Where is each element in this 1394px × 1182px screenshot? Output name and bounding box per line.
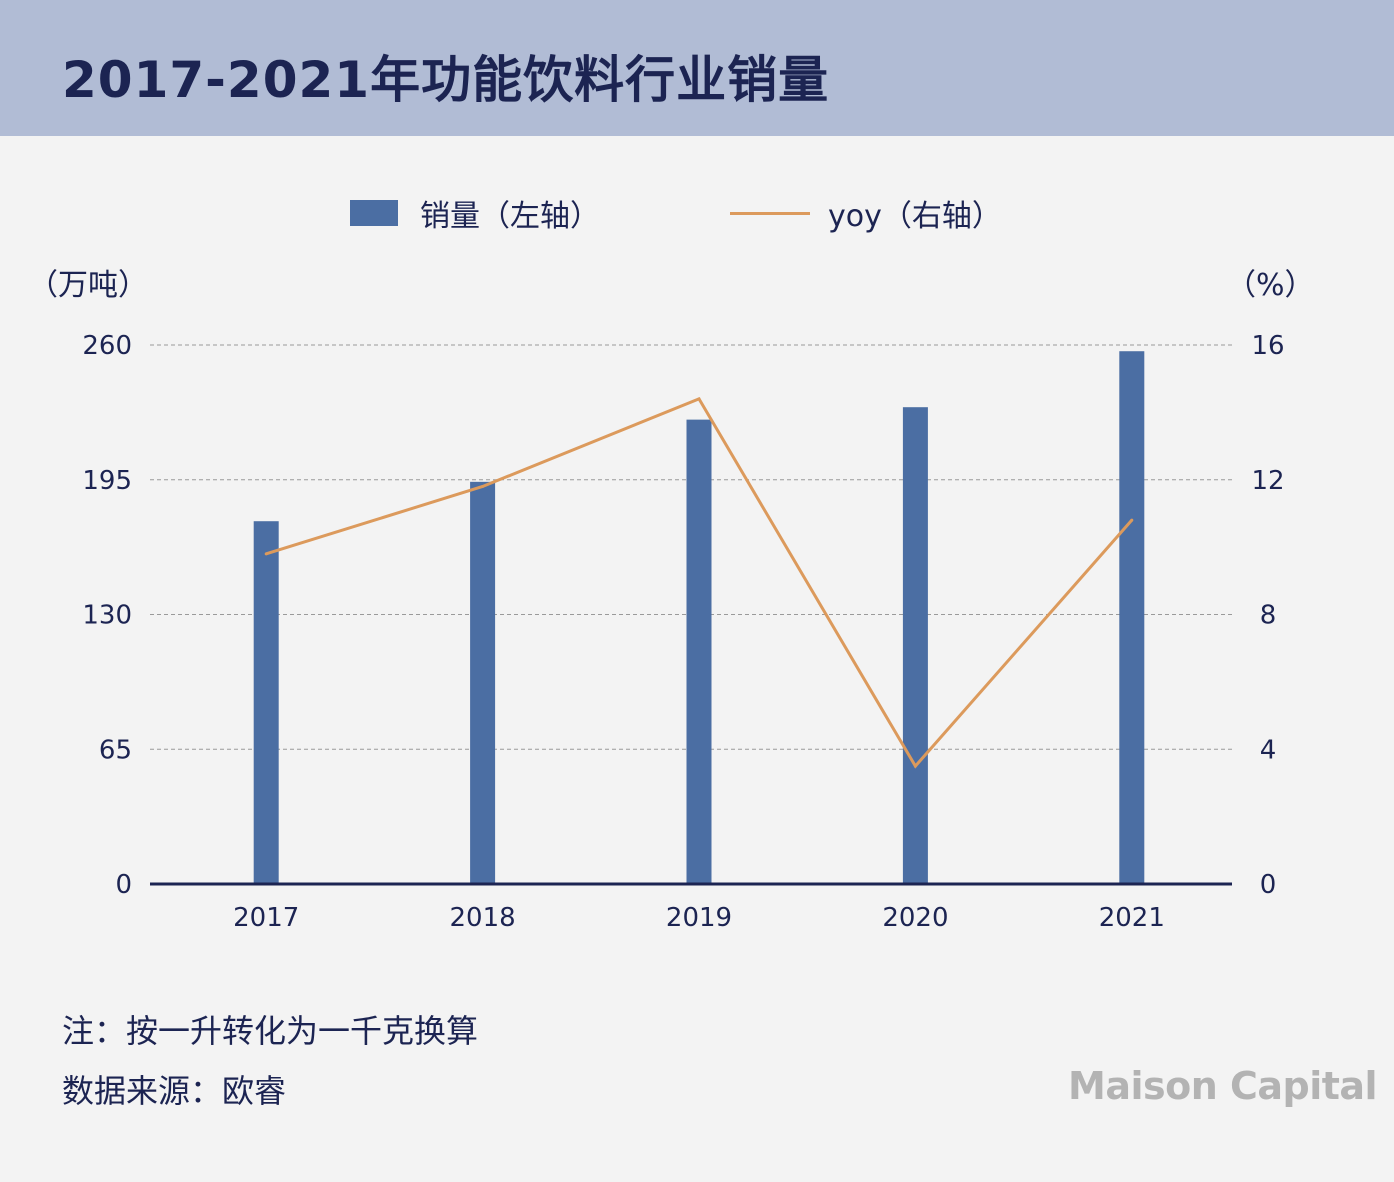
left-tick-label: 195 xyxy=(82,466,132,496)
bar xyxy=(1119,351,1145,884)
yoy-point xyxy=(697,397,701,401)
legend-line-label: yoy（右轴） xyxy=(828,199,1002,234)
yoy-point xyxy=(481,484,485,488)
legend-item-line: yoy（右轴） xyxy=(730,188,1002,238)
note-conversion: 注：按一升转化为一千克换算 xyxy=(62,1012,479,1050)
right-tick-label: 12 xyxy=(1251,466,1284,496)
chart-title: 2017-2021年功能饮料行业销量 xyxy=(62,51,830,109)
watermark-logo: Maison Capital xyxy=(1068,1064,1378,1108)
x-tick-label: 2018 xyxy=(450,903,516,933)
legend-item-bar: 销量（左轴） xyxy=(350,188,600,238)
note-source: 数据来源：欧睿 xyxy=(62,1072,287,1110)
right-axis-unit: （%） xyxy=(1226,268,1315,303)
left-tick-label: 260 xyxy=(82,331,132,361)
bar xyxy=(902,407,928,884)
left-tick-label: 130 xyxy=(82,601,132,631)
right-tick-label: 0 xyxy=(1260,870,1277,900)
legend-bar-label: 销量（左轴） xyxy=(420,199,600,234)
legend-bar-swatch xyxy=(350,200,398,226)
yoy-point xyxy=(913,764,917,768)
yoy-point xyxy=(1130,518,1134,522)
right-tick-label: 8 xyxy=(1260,601,1277,631)
bar xyxy=(470,481,496,884)
bar xyxy=(686,419,712,884)
x-tick-label: 2017 xyxy=(233,903,299,933)
left-tick-label: 65 xyxy=(99,735,132,765)
left-tick-label: 0 xyxy=(115,870,132,900)
x-tick-label: 2020 xyxy=(882,903,948,933)
right-tick-label: 16 xyxy=(1251,331,1284,361)
legend-line-swatch xyxy=(730,211,810,215)
header-bar: 2017-2021年功能饮料行业销量 xyxy=(0,0,1394,136)
yoy-point xyxy=(264,552,268,556)
bar xyxy=(253,521,279,884)
x-tick-label: 2019 xyxy=(666,903,732,933)
right-tick-label: 4 xyxy=(1260,735,1277,765)
x-tick-label: 2021 xyxy=(1099,903,1165,933)
left-axis-unit: （万吨） xyxy=(28,268,148,303)
